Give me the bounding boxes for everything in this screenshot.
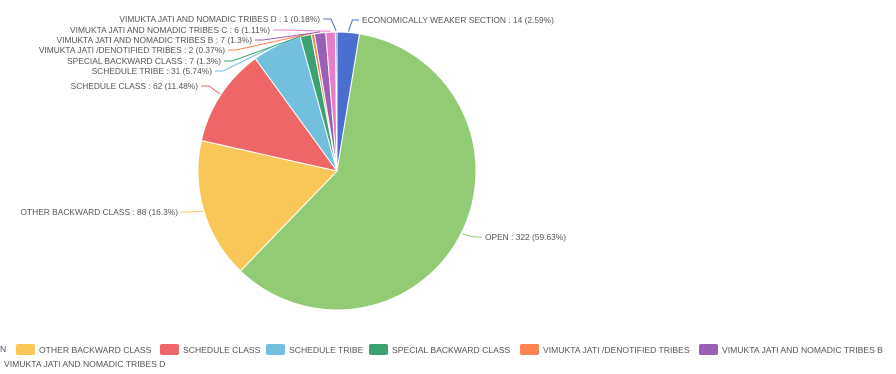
legend-item-vimukta-jati-nomadic-tribes-b[interactable]: VIMUKTA JATI AND NOMADIC TRIBES B [699, 344, 883, 355]
legend-label: VIMUKTA JATI /DENOTIFIED TRIBES [543, 344, 690, 355]
data-label-vj-dt: VIMUKTA JATI /DENOTIFIED TRIBES : 2 (0.3… [39, 45, 225, 55]
legend-label: SCHEDULE CLASS [183, 344, 261, 355]
data-label-vjnt-b: VIMUKTA JATI AND NOMADIC TRIBES B : 7 (1… [57, 35, 253, 45]
legend-swatch [266, 344, 285, 355]
pie-slice-open[interactable] [239, 33, 477, 311]
legend-swatch [369, 344, 388, 355]
legend-item-vimukta-jati-nomadic-tribes-d[interactable]: VIMUKTA JATI AND NOMADIC TRIBES D [4, 359, 165, 369]
data-label-obc: OTHER BACKWARD CLASS : 88 (16.3%) [21, 207, 179, 217]
leader-line-vjnt-c [273, 29, 331, 32]
pie-slice-vjnt-d[interactable] [334, 31, 338, 172]
leader-line-ews [347, 19, 359, 32]
leader-line-vjnt-b [255, 31, 320, 41]
legend-swatch [160, 344, 179, 355]
legend-item-schedule-class[interactable]: SCHEDULE CLASS [160, 344, 260, 355]
legend-label: SCHEDULE TRIBE [289, 344, 364, 355]
leader-line-vjnt-d [323, 18, 337, 32]
leader-line-open [461, 233, 482, 238]
data-label-sbc: SPECIAL BACKWARD CLASS : 7 (1.3%) [67, 56, 221, 66]
legend-label: N [0, 344, 7, 354]
legend-label: OTHER BACKWARD CLASS [39, 344, 152, 355]
legend-item-vimukta-jati-denotified-tribes[interactable]: VIMUKTA JATI /DENOTIFIED TRIBES [520, 344, 690, 355]
legend-item-special-backward-class[interactable]: SPECIAL BACKWARD CLASS [369, 344, 510, 355]
leader-line-obc [181, 210, 203, 213]
data-label-open: OPEN : 322 (59.63%) [485, 232, 566, 242]
legend-swatch [520, 344, 539, 355]
data-label-vjnt-d: VIMUKTA JATI AND NOMADIC TRIBES D : 1 (0… [119, 14, 320, 24]
pie-slice-obc[interactable] [197, 139, 338, 272]
legend-item-other-backward-class[interactable]: OTHER BACKWARD CLASS [16, 344, 151, 355]
legend-label: SPECIAL BACKWARD CLASS [392, 344, 511, 355]
legend-swatch [699, 344, 718, 355]
data-label-sc: SCHEDULE CLASS : 62 (11.48%) [71, 81, 199, 91]
data-label-st: SCHEDULE TRIBE : 31 (5.74%) [92, 66, 213, 76]
legend-swatch [16, 344, 35, 355]
leader-line-st [215, 44, 277, 72]
pie-slice-sc[interactable] [200, 57, 339, 172]
data-label-ews: ECONOMICALLY WEAKER SECTION : 14 (2.59%) [362, 15, 554, 25]
leader-line-sc [201, 85, 221, 95]
leader-line-vj-dt [228, 32, 313, 51]
chart-legend: N OTHER BACKWARD CLASS SCHEDULE CLASS SC… [0, 341, 896, 369]
legend-label: VIMUKTA JATI AND NOMADIC TRIBES D [4, 359, 166, 369]
legend-item-schedule-tribe[interactable]: SCHEDULE TRIBE [266, 344, 363, 355]
data-label-vjnt-c: VIMUKTA JATI AND NOMADIC TRIBES C : 6 (1… [70, 25, 270, 35]
leader-line-sbc [224, 34, 306, 62]
legend-item-open-truncated[interactable]: N [0, 344, 6, 354]
legend-label: VIMUKTA JATI AND NOMADIC TRIBES B [722, 344, 883, 355]
